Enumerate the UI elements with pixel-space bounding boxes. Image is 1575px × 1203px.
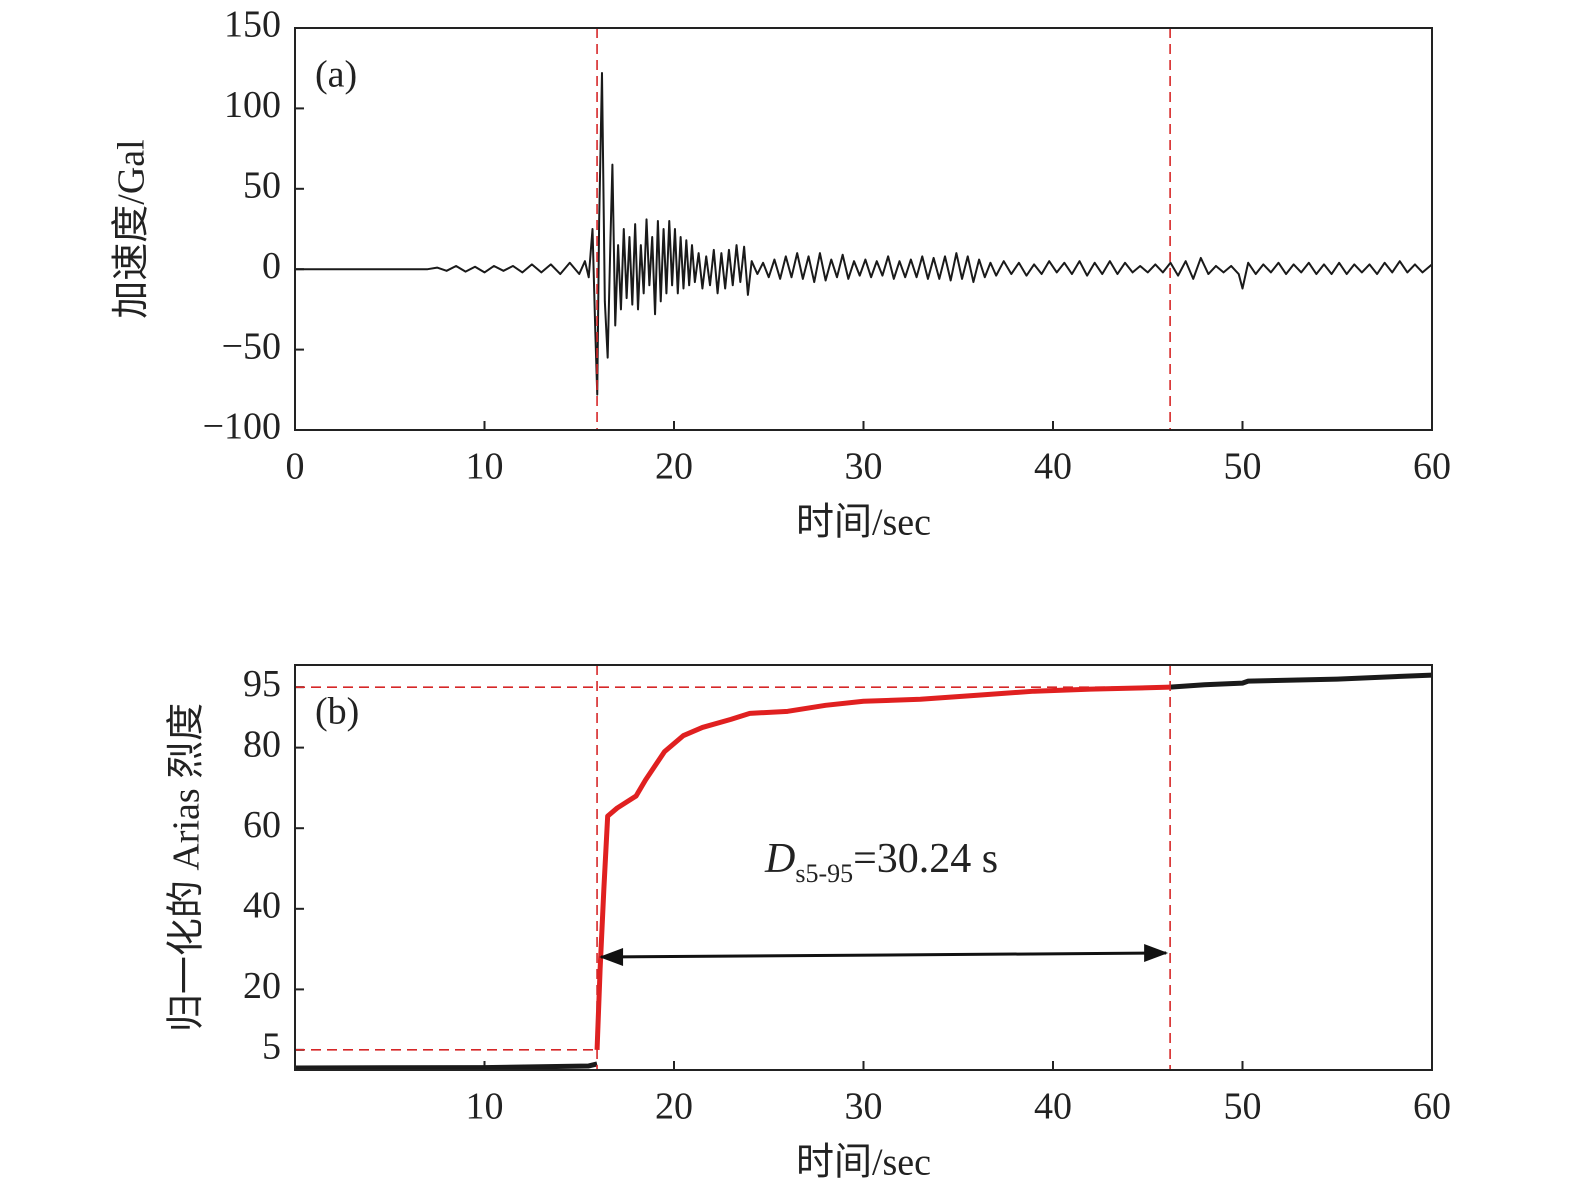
x-axis-label: 时间/sec [796,1142,931,1184]
y-tick-label: −100 [203,406,281,448]
y-tick-label: 95 [243,663,281,705]
x-tick-label: 20 [655,1086,693,1128]
x-tick-label: 50 [1224,446,1262,488]
x-tick-label: 60 [1413,446,1451,488]
y-tick-label: 50 [243,165,281,207]
arrow-head [1144,944,1169,962]
data-line [1169,672,1433,690]
y-tick-label: 150 [224,4,281,46]
x-tick-label: 10 [466,1086,504,1128]
x-tick-label: 60 [1413,1086,1451,1128]
y-tick-label: −50 [222,325,281,367]
x-tick-label: 30 [845,1086,883,1128]
y-tick-label: 40 [243,885,281,927]
panel-label: (b) [315,691,359,733]
data-line [594,684,1171,1050]
data-line [294,1061,598,1071]
x-axis-label: 时间/sec [796,502,931,544]
data-line [295,72,1433,396]
y-tick-label: 80 [243,723,281,765]
panel: 10 20 30 40 50 60 5 20 40 60 80 95 时间/sec 归一化的 Arias … [166,663,1451,1184]
y-tick-label: 5 [262,1026,281,1068]
y-axis-label: 归一化的 Arias 烈度 [166,703,208,1032]
annotation-value: =30.24 s [853,836,998,882]
y-tick-label: 60 [243,804,281,846]
annotation: Ds5-95=30.24 s [764,836,998,888]
y-tick-label: 0 [262,245,281,287]
annotation-subscript: s5-95 [795,859,853,888]
x-tick-label: 0 [286,446,305,488]
annotation-symbol: D [764,836,795,882]
panel-label: (a) [315,54,357,96]
x-tick-label: 20 [655,446,693,488]
x-tick-label: 40 [1034,446,1072,488]
plot-frame [294,27,1433,431]
duration-arrow [601,951,1167,959]
x-tick-label: 30 [845,446,883,488]
plot-frame [294,664,1433,1071]
arrow-head [599,948,624,966]
panel: 0 10 20 30 40 50 60 −100 −50 0 50 100 150 时间/sec 加速度/G… [111,4,1451,544]
y-tick-label: 20 [243,965,281,1007]
x-tick-label: 50 [1224,1086,1262,1128]
x-tick-label: 10 [466,446,504,488]
x-tick-label: 40 [1034,1086,1072,1128]
y-axis-label: 加速度/Gal [111,139,153,318]
y-tick-label: 100 [224,84,281,126]
